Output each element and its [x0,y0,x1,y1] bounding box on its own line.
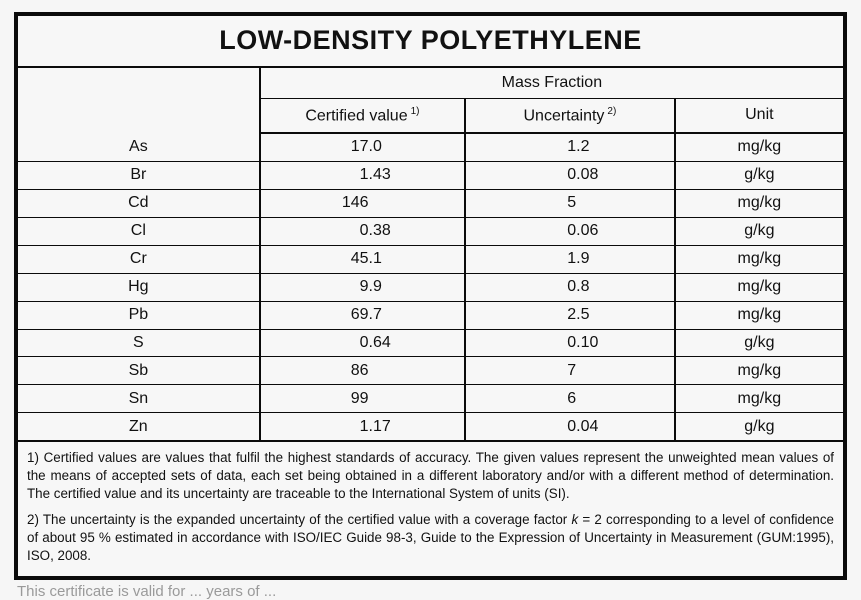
unit-cell: g/kg [674,412,843,442]
group-header-row: Mass Fraction [18,66,843,133]
footnote-1: 1) Certified values are values that fulf… [27,450,834,502]
element-symbol: Cd [18,189,261,218]
element-symbol: Br [18,161,261,190]
certified-value: 1.43 [359,166,391,184]
mass-fraction-table: LOW-DENSITY POLYETHYLENE Mass Fraction C… [18,16,843,576]
uncertainty-column-header: Uncertainty 2) [465,98,676,134]
certified-value: 1.17 [359,417,391,435]
element-column-blank-header [18,66,261,133]
unit-cell: g/kg [674,217,843,246]
title-row: LOW-DENSITY POLYETHYLENE [18,16,843,68]
footnotes-row: 1) Certified values are values that fulf… [18,440,843,576]
element-symbol: Pb [18,301,261,330]
element-symbol: S [18,329,261,358]
unit-cell: mg/kg [674,245,843,274]
certified-value: 9.9 [359,278,382,296]
table-row: S 0.64 0.10 g/kg [18,329,843,358]
certified-value-column-header: Certified value 1) [259,98,467,134]
element-symbol: Cr [18,245,261,274]
element-symbol: Zn [18,412,261,442]
uncertainty-value: 0.10 [567,334,599,351]
element-symbol: Hg [18,273,261,302]
uncertainty-value: 7 [567,361,577,379]
unit-cell: mg/kg [674,301,843,330]
uncertainty-value: 0.04 [567,417,599,435]
unit-cell: mg/kg [674,132,843,162]
table-body: As 17.0 1.2 mg/kg Br 1.43 0.08 g/kg Cd 1… [18,132,843,442]
table-row: Cr 45.1 1.9 mg/kg [18,245,843,274]
unit-column-header: Unit [674,98,843,134]
table-row: Pb 69.7 2.5 mg/kg [18,301,843,330]
footnote-2-text-after-k: = 2 corresponding to a level of confiden… [27,512,834,564]
element-symbol: Cl [18,217,261,246]
footnote-2-text-before-k: 2) The uncertainty is the expanded uncer… [27,512,572,528]
uncertainty-value: 0.8 [567,278,590,296]
uncertainty-header-label: Uncertainty [523,107,605,125]
table-row: Cd 146 5 mg/kg [18,189,843,218]
certified-value: 69.7 [350,306,382,324]
table-row: As 17.0 1.2 mg/kg [18,132,843,162]
certified-value: 0.64 [359,334,391,351]
certified-value: 146 [341,194,369,212]
uncertainty-value: 0.06 [567,222,599,240]
uncertainty-value: 1.2 [567,138,590,156]
uncertainty-value: 0.08 [567,166,599,184]
uncertainty-value: 2.5 [567,306,590,324]
unit-cell: mg/kg [674,189,843,218]
group-header-mass-fraction: Mass Fraction [259,66,843,99]
certified-value: 17.0 [350,138,382,156]
unit-cell: g/kg [674,329,843,358]
column-header-row: Certified value 1) Uncertainty 2) Unit [18,98,843,134]
footnote-2-k-symbol: k [571,512,579,528]
unit-cell: mg/kg [674,273,843,302]
uncertainty-value: 1.9 [567,250,590,268]
unit-cell: mg/kg [674,384,843,414]
certified-value: 45.1 [350,250,382,268]
footnote-2: 2) The uncertainty is the expanded uncer… [27,511,834,565]
footnote-ref-2: 2) [607,105,617,117]
table-row: Sb 86 7 mg/kg [18,356,843,386]
element-symbol: Sb [18,356,261,386]
document-title: LOW-DENSITY POLYETHYLENE [219,25,642,56]
table-row: Hg 9.9 0.8 mg/kg [18,273,843,302]
unit-cell: mg/kg [674,356,843,386]
unit-cell: g/kg [674,161,843,190]
table-row: Zn 1.17 0.04 g/kg [18,412,843,442]
uncertainty-value: 5 [567,194,577,212]
table-row: Sn 99 6 mg/kg [18,384,843,414]
certified-value: 0.38 [359,222,391,240]
table-row: Br 1.43 0.08 g/kg [18,161,843,190]
certified-value: 99 [350,389,369,407]
element-symbol: As [18,132,261,162]
element-symbol: Sn [18,384,261,414]
uncertainty-value: 6 [567,389,577,407]
table-row: Cl 0.38 0.06 g/kg [18,217,843,246]
certificate-document: LOW-DENSITY POLYETHYLENE Mass Fraction C… [14,12,847,580]
certified-value: 86 [350,361,369,379]
footnote-ref-1: 1) [410,105,420,117]
certified-value-header-label: Certified value [305,107,408,125]
